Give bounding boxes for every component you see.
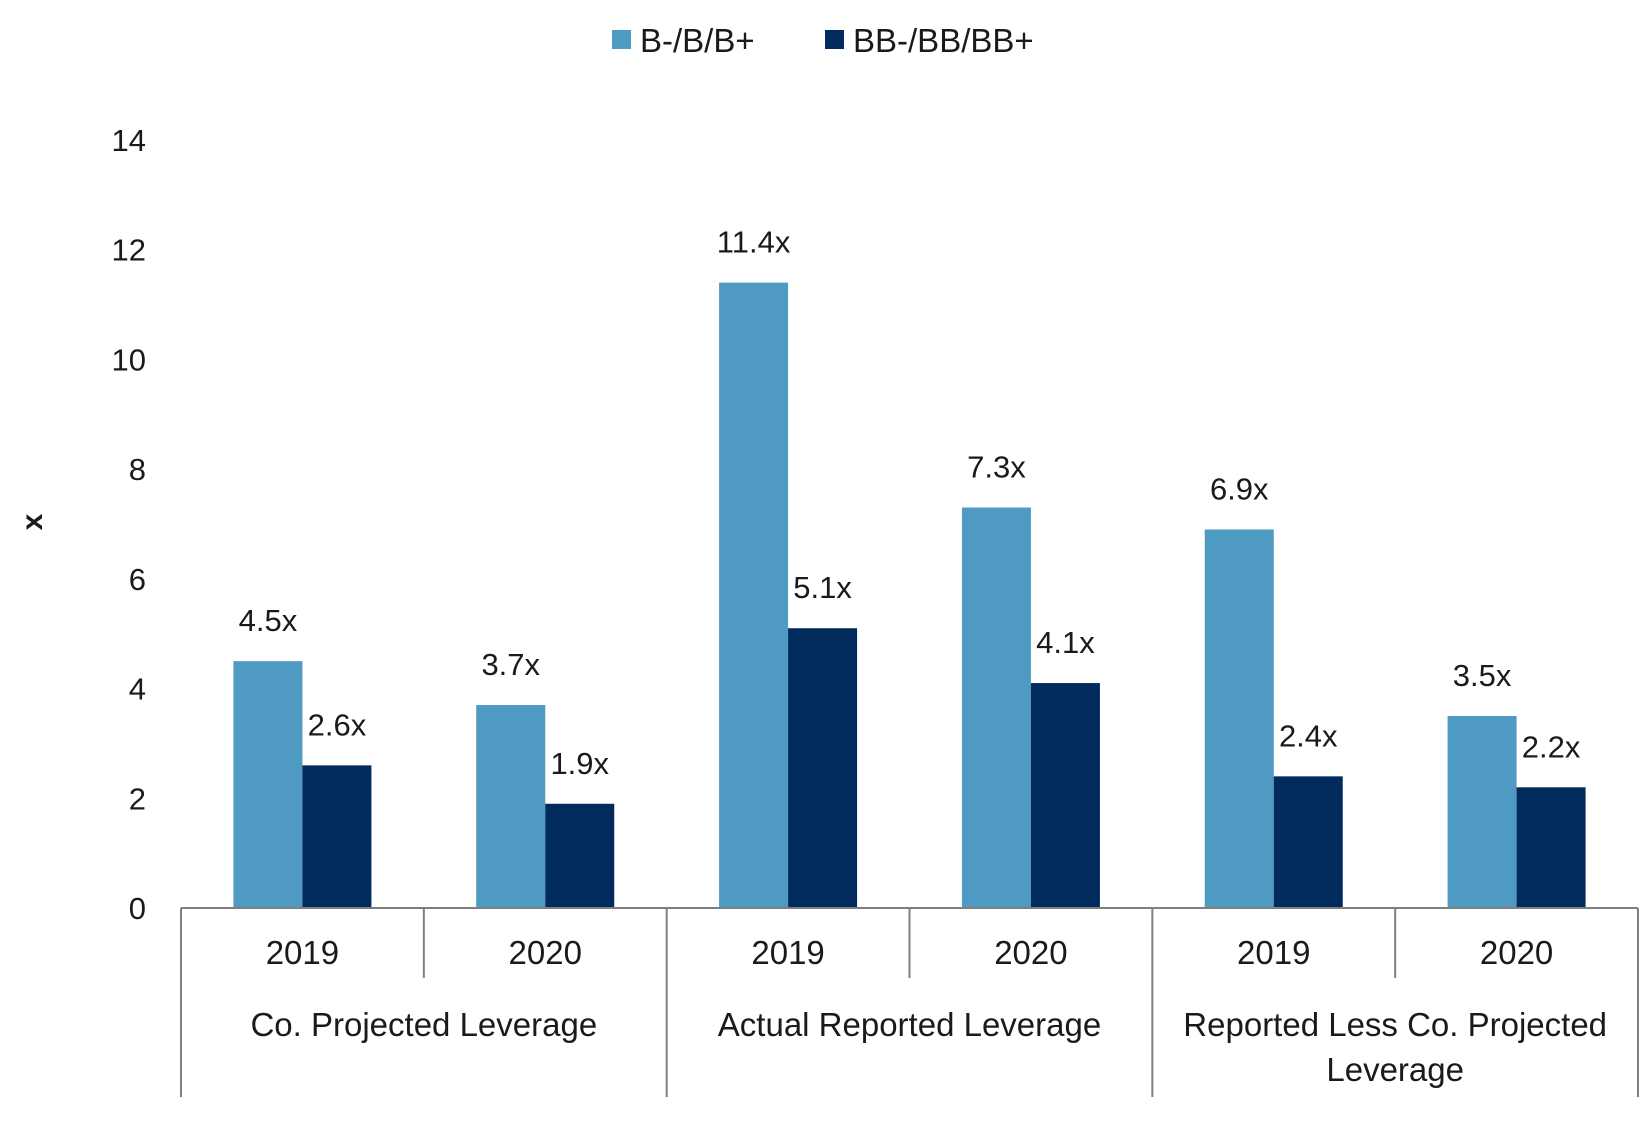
data-label: 3.7x <box>481 647 540 682</box>
legend-label: BB-/BB/BB+ <box>853 22 1034 59</box>
y-tick-label: 8 <box>129 452 146 487</box>
bar-b-series <box>1204 529 1274 908</box>
x-axis <box>180 907 1639 1097</box>
y-tick-label: 4 <box>129 672 146 707</box>
category-label: 2019 <box>751 934 824 971</box>
bar-bb-series <box>1273 776 1343 908</box>
group-label: Actual Reported Leverage <box>718 1006 1101 1043</box>
data-label: 3.5x <box>1453 658 1512 693</box>
y-axis-ticks: 0 2 4 6 8 10 12 14 <box>112 123 146 926</box>
group-label: Leverage <box>1326 1051 1464 1088</box>
category-label: 2020 <box>1480 934 1553 971</box>
bar-b-series <box>961 507 1031 908</box>
legend: B-/B/B+ BB-/BB/BB+ <box>612 22 1034 59</box>
category-label: 2019 <box>1237 934 1310 971</box>
data-label: 5.1x <box>793 570 852 605</box>
group-label: Co. Projected Leverage <box>250 1006 597 1043</box>
data-label: 2.2x <box>1522 729 1581 764</box>
data-label: 11.4x <box>717 225 791 260</box>
bar-bb-series <box>788 628 858 908</box>
data-label: 2.6x <box>308 707 367 742</box>
category-labels: 2019 2020 2019 2020 2019 2020 <box>266 934 1554 971</box>
y-axis-label: x <box>16 513 49 530</box>
y-tick-label: 14 <box>112 123 146 158</box>
bar-bb-series <box>545 803 615 908</box>
bar-bb-series <box>1516 787 1586 908</box>
data-label: 4.5x <box>239 603 298 638</box>
category-label: 2020 <box>994 934 1067 971</box>
data-label: 4.1x <box>1036 625 1095 660</box>
group-label: Reported Less Co. Projected <box>1183 1006 1607 1043</box>
y-tick-label: 6 <box>129 562 146 597</box>
data-label: 7.3x <box>967 450 1026 485</box>
bar-b-series <box>476 705 546 908</box>
bar-b-series <box>1447 716 1517 908</box>
data-labels: 4.5x 3.7x 11.4x 7.3x 6.9x 3.5x 2.6x 1.9x 5.1x 4.1… <box>239 225 1581 781</box>
data-label: 6.9x <box>1210 471 1269 506</box>
bars <box>233 282 1586 909</box>
bar-b-series <box>719 282 789 909</box>
legend-label: B-/B/B+ <box>640 22 755 59</box>
y-tick-label: 12 <box>112 233 146 268</box>
data-label: 2.4x <box>1279 718 1338 753</box>
bar-bb-series <box>302 765 372 908</box>
category-label: 2020 <box>509 934 582 971</box>
bar-bb-series <box>1030 683 1100 908</box>
y-tick-label: 0 <box>129 891 146 926</box>
legend-swatch-bb-series <box>825 30 844 49</box>
category-label: 2019 <box>266 934 339 971</box>
legend-swatch-b-series <box>612 30 631 49</box>
data-label: 1.9x <box>550 746 609 781</box>
group-labels: Co. Projected Leverage Actual Reported Le… <box>250 1006 1607 1088</box>
y-tick-label: 10 <box>112 342 146 377</box>
y-tick-label: 2 <box>129 781 146 816</box>
bar-b-series <box>233 661 303 908</box>
